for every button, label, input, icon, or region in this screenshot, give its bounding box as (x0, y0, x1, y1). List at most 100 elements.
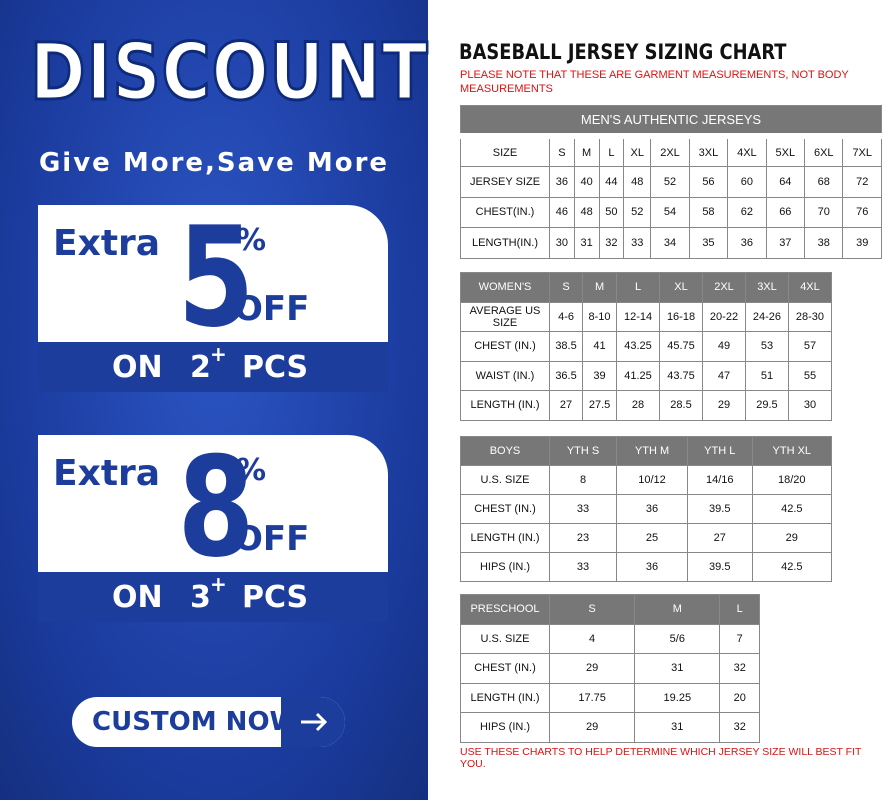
cell: 32 (598, 227, 625, 259)
cell: 39.5 (686, 552, 753, 582)
table-row: CHEST (IN.) 38.5 41 43.25 45.75 49 53 57 (460, 331, 833, 362)
size-table: PRESCHOOL S M L U.S. SIZE 4 5/6 7 CHEST (IN.) 29 3… (460, 594, 760, 743)
cell: 50 (598, 196, 625, 228)
off: OFF (234, 289, 310, 329)
row-label: WOMEN'S (460, 272, 550, 303)
row-label: LENGTH (IN.) (460, 682, 550, 713)
note: PLEASE NOTE THAT THESE ARE GARMENT MEASU… (460, 69, 849, 95)
cell: 41 (582, 331, 618, 362)
cell: XL (623, 135, 652, 167)
cell: 7 (719, 623, 760, 654)
cell: 43.25 (616, 331, 661, 362)
cell: 39.5 (686, 494, 753, 524)
cell: 31 (634, 653, 721, 684)
cell: 19.25 (634, 682, 721, 713)
cell: 48 (623, 166, 652, 198)
cell: 52 (623, 196, 652, 228)
cell: S (548, 594, 636, 625)
cell: 2XL (702, 272, 746, 303)
cell: 17.75 (548, 682, 636, 713)
percent: 5 (177, 205, 255, 358)
offer-band: ON 2 + PCS (38, 342, 388, 392)
cell: 55 (787, 360, 833, 391)
cell: S (548, 272, 584, 303)
cell: 36.5 (548, 360, 584, 391)
row-label: JERSEY SIZE (460, 166, 550, 198)
table-row: HIPS (IN.) 33 36 39.5 42.5 (460, 552, 833, 582)
promo-panel: DISCOUNT Give More,Save More CUSTOM NOW … (0, 0, 429, 800)
promo-title: DISCOUNT (29, 27, 429, 120)
cell: 39 (582, 360, 618, 391)
table-row: CHEST(IN.) 46 48 50 52 54 58 62 66 70 76 (460, 196, 882, 228)
extra: Extra (53, 223, 161, 264)
cell: 3XL (688, 135, 729, 167)
cell: M (582, 272, 618, 303)
cell: 28 (616, 390, 661, 421)
cell: 7XL (842, 135, 882, 167)
cell: 38.5 (548, 331, 584, 362)
button-label: CUSTOM NOW (92, 707, 299, 737)
row-label: PRESCHOOL (460, 594, 550, 625)
cell: 16-18 (659, 301, 703, 332)
cell: 36 (616, 494, 688, 524)
cell: 29 (548, 712, 636, 743)
table-row: CHEST (IN.) 33 36 39.5 42.5 (460, 494, 833, 524)
row-label: CHEST(IN.) (460, 196, 550, 228)
cell: 30 (549, 227, 575, 259)
cell: 20-22 (702, 301, 746, 332)
custom-button[interactable]: CUSTOM NOW (72, 697, 345, 747)
row-label: U.S. SIZE (460, 465, 550, 495)
table-row: LENGTH (IN.) 23 25 27 29 (460, 523, 833, 553)
cell: 12-14 (616, 301, 661, 332)
table-row: U.S. SIZE 4 5/6 7 (460, 623, 760, 654)
cell: 31 (634, 712, 721, 743)
size-table: MEN'S AUTHENTIC JERSEYS SIZE S M L XL 2XL 3XL 4X… (460, 105, 882, 259)
cell: 23 (548, 523, 618, 553)
cell: 53 (744, 331, 789, 362)
cell: 38 (804, 227, 844, 259)
cell: 36 (549, 166, 575, 198)
cell: 10/12 (616, 465, 688, 495)
offer-card: Extra 8% OFF ON 3 + PCS (38, 435, 388, 622)
table-row: U.S. SIZE 8 10/12 14/16 18/20 (460, 465, 833, 495)
cell: 45.75 (659, 331, 703, 362)
cell: 51 (744, 360, 789, 391)
cell: 76 (842, 196, 882, 228)
cell: L (719, 594, 760, 625)
cell: 29.5 (744, 390, 789, 421)
cell: 62 (727, 196, 767, 228)
cell: 8-10 (582, 301, 618, 332)
table-row: LENGTH (IN.) 27 27.5 28 28.5 29 29.5 30 (460, 390, 833, 421)
row-label: CHEST (IN.) (460, 331, 550, 362)
percent-sign: % (236, 223, 267, 258)
offer-band: ON 3 + PCS (38, 572, 388, 622)
cell: 4XL (787, 272, 833, 303)
cell: 5/6 (634, 623, 721, 654)
cell: 29 (548, 653, 636, 684)
on: ON (112, 580, 163, 615)
cell: S (549, 135, 575, 167)
table-row: BOYS YTH S YTH M YTH L YTH XL (460, 436, 833, 466)
table-row: WOMEN'S S M L XL 2XL 3XL 4XL (460, 272, 833, 303)
cell: 28-30 (787, 301, 833, 332)
row-label: SIZE (460, 135, 550, 167)
cell: 42.5 (751, 494, 833, 524)
cell: YTH XL (751, 436, 833, 466)
caption-row: MEN'S AUTHENTIC JERSEYS (460, 105, 882, 139)
cell: 36 (727, 227, 767, 259)
pcs: PCS (242, 580, 309, 615)
cell: YTH S (548, 436, 618, 466)
on: ON (112, 350, 163, 385)
cell: 28.5 (659, 390, 703, 421)
arrow (281, 697, 345, 747)
cell: 27.5 (582, 390, 618, 421)
table-row: LENGTH (IN.) 17.75 19.25 20 (460, 682, 760, 713)
row-label: HIPS (IN.) (460, 712, 550, 743)
cell: 34 (650, 227, 690, 259)
cell: 33 (548, 552, 618, 582)
extra: Extra (53, 453, 161, 494)
cell: YTH M (616, 436, 688, 466)
size-table: BOYS YTH S YTH M YTH L YTH XL U.S. SIZE 8 10/12… (460, 436, 833, 582)
cell: 44 (598, 166, 625, 198)
